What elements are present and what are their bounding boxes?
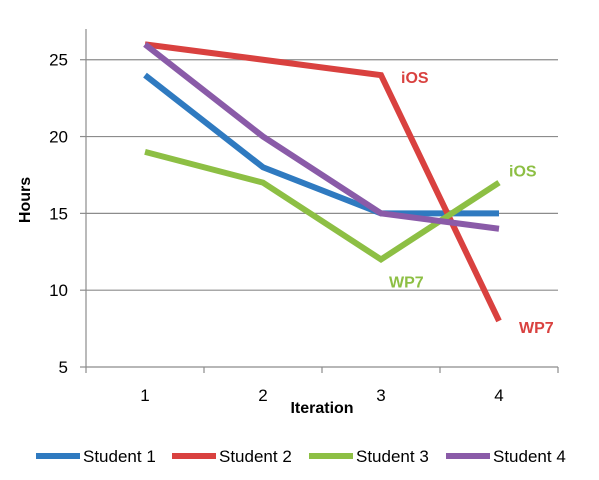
- legend-label: Student 3: [356, 447, 429, 466]
- x-tick-label: 3: [376, 386, 385, 405]
- axes: [80, 29, 559, 373]
- annotation-label: WP7: [519, 320, 554, 337]
- y-tick-label: 25: [49, 51, 68, 70]
- y-tick-label: 5: [59, 358, 68, 377]
- series-line-4: [143, 41, 500, 232]
- y-axis-label: Hours: [17, 177, 34, 223]
- series-line-1: [143, 72, 499, 217]
- y-tick-labels: 5 10 15 20 25: [49, 51, 68, 377]
- legend-label: Student 1: [83, 447, 156, 466]
- x-tick-label: 4: [494, 386, 503, 405]
- x-tick-labels: 1 2 3 4: [140, 386, 503, 405]
- annotation-label: iOS: [401, 70, 429, 87]
- legend-label: Student 2: [219, 447, 292, 466]
- legend: Student 1 Student 2 Student 3 Student 4: [36, 447, 566, 466]
- annotation-label: iOS: [509, 164, 537, 181]
- y-tick-label: 20: [49, 128, 68, 147]
- series-lines: [143, 41, 502, 323]
- y-tick-label: 10: [49, 281, 68, 300]
- x-tick-label: 1: [140, 386, 149, 405]
- x-tick-label: 2: [258, 386, 267, 405]
- annotations: iOS WP7 iOS WP7: [389, 70, 554, 337]
- legend-label: Student 4: [493, 447, 566, 466]
- series-line-2: [144, 41, 502, 323]
- x-axis-label: Iteration: [290, 400, 353, 417]
- annotation-label: WP7: [389, 274, 424, 291]
- y-tick-label: 15: [49, 204, 68, 223]
